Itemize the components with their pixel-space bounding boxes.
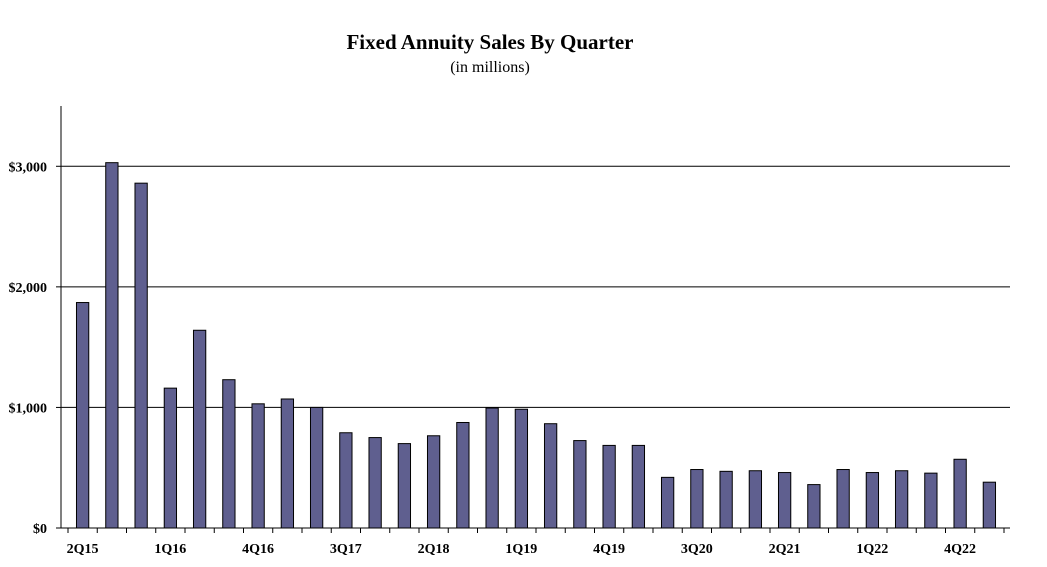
bar-2Q15	[75, 302, 90, 529]
bar-4Q20	[719, 470, 733, 529]
chart-title: Fixed Annuity Sales By Quarter	[346, 30, 634, 54]
x-tick-label: 1Q22	[856, 542, 888, 557]
bar-1Q19	[514, 408, 529, 529]
bar-1Q18	[397, 443, 412, 529]
x-tick-label: 3Q17	[330, 542, 362, 557]
y-tick-label: $3,000	[9, 160, 48, 175]
bar-1Q16	[163, 387, 178, 529]
bar-4Q15	[134, 182, 148, 529]
y-tick-label: $2,000	[9, 281, 48, 296]
bars	[75, 162, 997, 529]
bar-1Q22	[865, 472, 880, 529]
bar-1Q17	[280, 398, 295, 529]
bar-3Q20	[690, 469, 704, 529]
bar-2Q21	[777, 472, 792, 529]
x-tick-label: 4Q16	[242, 542, 274, 557]
bar-3Q17	[339, 432, 353, 529]
y-tick-labels: $0 $1,000 $2,000 $3,000	[9, 160, 48, 537]
bar-4Q16	[251, 403, 265, 529]
x-tick-label: 4Q22	[944, 542, 976, 557]
x-tick-label: 1Q16	[154, 542, 186, 557]
bar-4Q18	[485, 407, 499, 529]
bar-2Q16	[192, 329, 207, 529]
grid-lines	[61, 165, 1010, 408]
y-tick-label: $1,000	[9, 401, 48, 416]
bar-2Q19	[543, 423, 558, 529]
bar-3Q22	[924, 472, 938, 529]
bar-4Q19	[602, 444, 616, 529]
bar-2Q17	[309, 406, 324, 529]
y-tick-label: $0	[33, 522, 47, 537]
x-tick-label: 2Q18	[418, 542, 450, 557]
x-tick-label: 2Q21	[769, 542, 801, 557]
axes	[56, 106, 1010, 533]
bar-2Q22	[894, 470, 909, 529]
bar-4Q22	[953, 458, 967, 529]
bar-3Q16	[222, 379, 236, 529]
x-tick-label: 1Q19	[505, 542, 537, 557]
bar-4Q21	[836, 469, 850, 529]
bar-2Q20	[660, 476, 675, 529]
bar-1Q21	[748, 470, 763, 529]
bar-3Q15	[105, 162, 119, 529]
x-tick-label: 3Q20	[681, 542, 713, 557]
bar-3Q18	[456, 422, 470, 529]
bar-4Q17	[368, 437, 382, 529]
bar-3Q21	[807, 484, 821, 529]
chart-subtitle: (in millions)	[450, 59, 530, 76]
x-tick-label: 4Q19	[593, 542, 625, 557]
bar-2Q18	[426, 435, 441, 529]
bar-3Q19	[573, 440, 587, 529]
bar-1Q20	[631, 444, 646, 529]
x-tick-labels: 2Q15 1Q16 4Q16 3Q17 2Q18 1Q19 4Q19 3Q20 2Q21 1Q22…	[67, 542, 976, 557]
bar-1Q23	[982, 481, 997, 529]
x-tick-label: 2Q15	[67, 542, 99, 557]
